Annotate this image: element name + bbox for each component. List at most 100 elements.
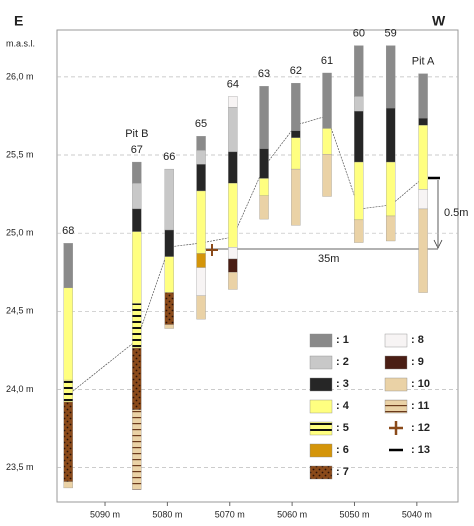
layer [132, 409, 142, 490]
layer [418, 118, 428, 126]
legend-swatch [309, 399, 333, 414]
layer [418, 73, 428, 119]
y-tick-label: 24,0 m [6, 384, 34, 394]
column-label: 59 [385, 28, 397, 40]
y-tick-label: 25,0 m [6, 228, 34, 238]
frame [56, 29, 459, 503]
legend-label: : 3 [336, 378, 349, 390]
legend-label: : 12 [411, 422, 430, 434]
layer [228, 107, 238, 153]
legend-label: : 8 [411, 334, 424, 346]
layer [63, 243, 73, 289]
legend-label: : 10 [411, 378, 430, 390]
column-label: 66 [163, 151, 175, 163]
legend-label: : 4 [336, 400, 350, 412]
layer [164, 324, 174, 329]
legend-swatch [309, 333, 333, 348]
unit-label: m.a.s.l. [6, 38, 35, 48]
legend-label: : 13 [411, 444, 430, 456]
column-label: Pit B [125, 128, 148, 140]
height-label: 0.5m [444, 207, 468, 219]
west-label: W [432, 13, 446, 29]
x-tick-label: 5070 m [215, 509, 245, 519]
y-tick-label: 23,5 m [6, 462, 34, 472]
legend-label: : 11 [411, 400, 429, 412]
column-label: 63 [258, 68, 270, 80]
layer [418, 189, 428, 210]
legend-swatch [309, 421, 333, 436]
layer [228, 258, 238, 273]
y-tick-label: 24,5 m [6, 306, 34, 316]
layer [259, 178, 269, 196]
x-tick-label: 5040 m [402, 509, 432, 519]
column-label: 64 [227, 78, 239, 90]
legend-swatch [384, 377, 408, 392]
layer [196, 150, 206, 165]
layer [132, 347, 142, 410]
distance-label: 35m [318, 253, 339, 265]
column-label: 68 [62, 225, 74, 237]
layer [322, 72, 332, 129]
east-label: E [14, 13, 23, 29]
layer [132, 208, 142, 232]
layer [291, 137, 301, 170]
layer [385, 161, 396, 217]
legend-swatch [384, 355, 408, 370]
marker-12 [206, 244, 218, 256]
legend-label: : 6 [336, 444, 349, 456]
layer [354, 111, 364, 163]
layer [259, 148, 269, 179]
layer [322, 128, 332, 155]
layer [418, 125, 428, 190]
legend-label: : 9 [411, 356, 424, 368]
column-label: 60 [353, 28, 365, 40]
layer [132, 161, 142, 184]
layer [63, 401, 73, 482]
legend-swatch [309, 355, 333, 370]
y-tick-label: 25,5 m [6, 149, 34, 159]
layer [385, 215, 396, 242]
layer [164, 292, 174, 325]
column-label: Pit A [412, 56, 435, 68]
layer [196, 267, 206, 296]
legend-swatch [309, 377, 333, 392]
layer [196, 190, 206, 254]
layer [291, 130, 301, 138]
layer [63, 287, 73, 381]
layer [63, 379, 73, 403]
x-tick-label: 5090 m [90, 509, 120, 519]
legend-symbol [389, 421, 403, 435]
x-tick-label: 5080 m [152, 509, 182, 519]
layer [196, 136, 206, 151]
legend-swatch [309, 443, 333, 458]
layer [196, 295, 206, 320]
legend-swatch [309, 465, 333, 480]
layer [259, 86, 269, 149]
legend-swatch [384, 333, 408, 348]
correlation-line [67, 115, 424, 396]
layer [322, 154, 332, 197]
column-label: 67 [131, 144, 143, 156]
layer [228, 272, 238, 290]
legend-swatch [384, 399, 408, 414]
layer [354, 96, 364, 112]
layer [132, 183, 142, 210]
layer [385, 45, 396, 109]
layer [228, 183, 238, 248]
x-tick-label: 5060 m [277, 509, 307, 519]
layer [164, 168, 174, 231]
layer [132, 303, 142, 349]
y-tick-label: 26,0 m [6, 71, 34, 81]
layer [259, 195, 269, 220]
layer [196, 253, 206, 268]
legend-label: : 2 [336, 356, 349, 368]
layer [164, 229, 174, 257]
layer [385, 107, 396, 163]
layer [291, 168, 301, 226]
legend-label: : 7 [336, 466, 349, 478]
layer [354, 161, 364, 221]
x-tick-label: 5050 m [339, 509, 369, 519]
layer [164, 256, 174, 293]
layer [291, 82, 301, 131]
